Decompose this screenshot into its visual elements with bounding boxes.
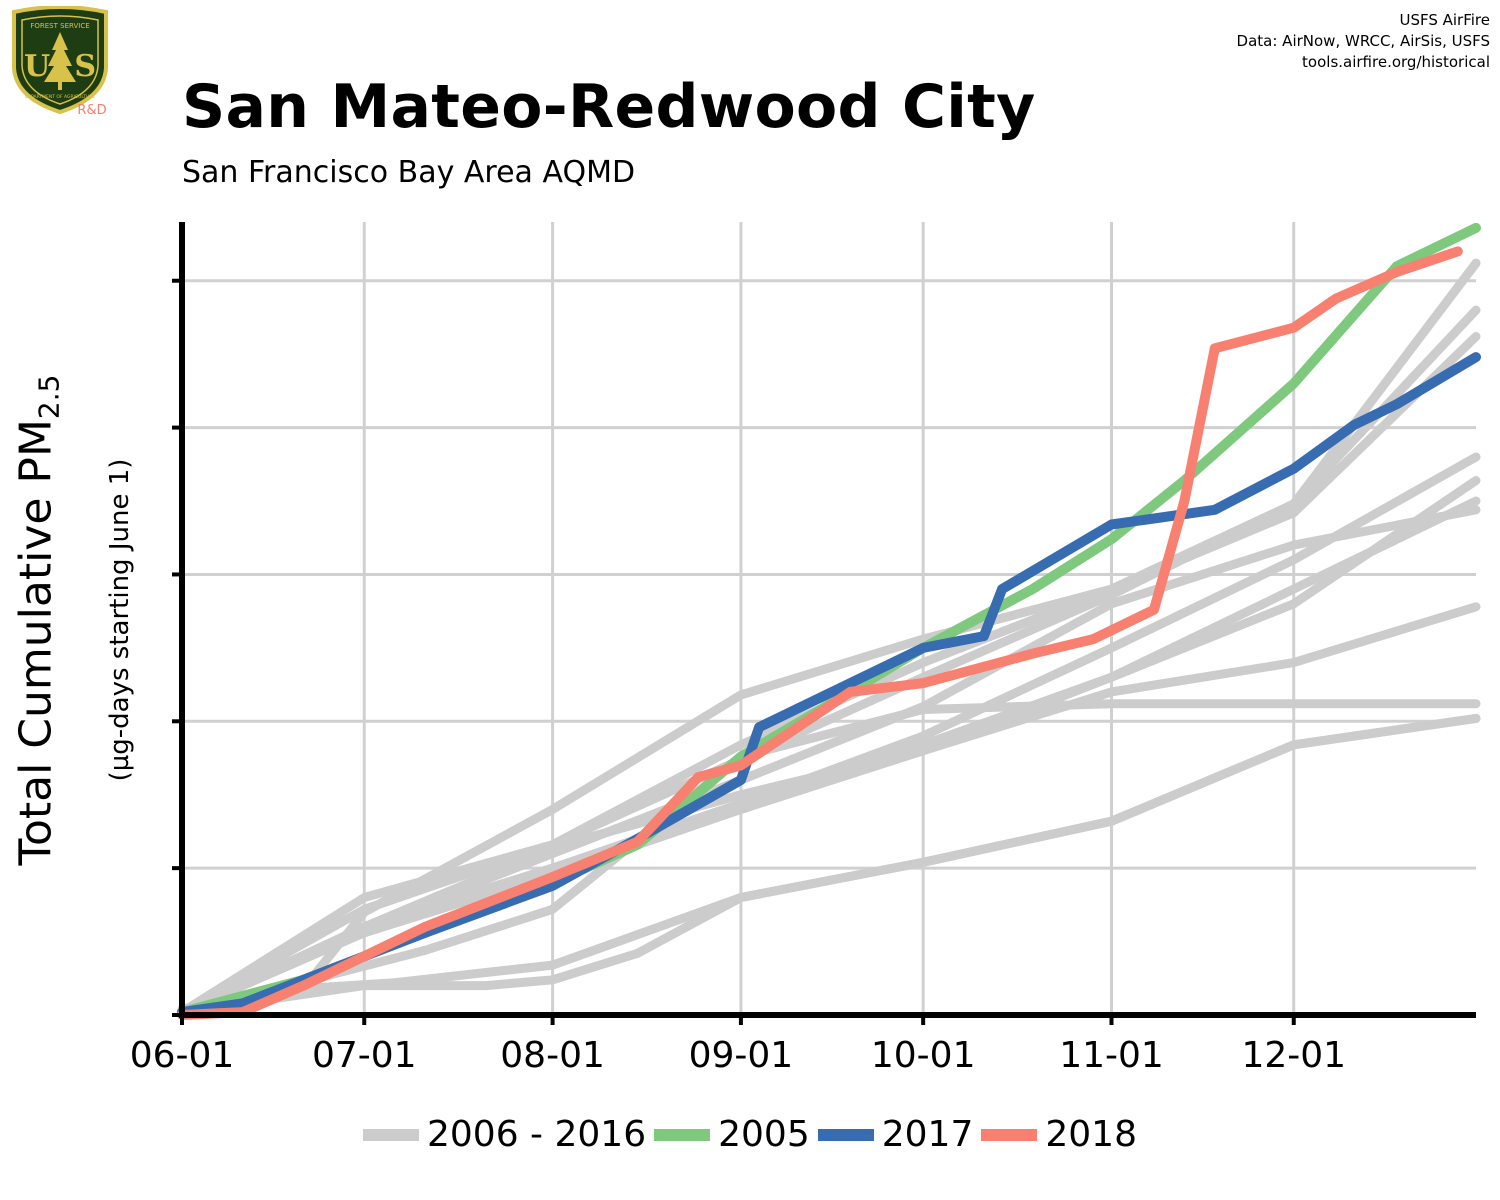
series-line-2006-2016	[177, 713, 1481, 1017]
series-line-2006-2016	[177, 476, 1481, 1017]
forest-service-logo: U S FOREST SERVICE DEPARTMENT OF AGRICUL…	[12, 6, 108, 118]
legend-item: 2018	[981, 1114, 1137, 1155]
legend-swatch-history	[363, 1128, 419, 1141]
series-line-2017	[177, 352, 1481, 1018]
series-line-2018	[177, 246, 1463, 1020]
chart-subtitle: San Francisco Bay Area AQMD	[182, 155, 636, 190]
x-tick-label: 12-01	[1241, 1035, 1346, 1076]
legend-label: 2006 - 2016	[427, 1114, 647, 1155]
logo-bottom-text: DEPARTMENT OF AGRICULTURE	[25, 94, 96, 100]
x-tick-label: 10-01	[871, 1035, 976, 1076]
credit-line: USFS AirFire	[1399, 11, 1490, 29]
legend-swatch-2017	[817, 1128, 874, 1141]
credit-line: tools.airfire.org/historical	[1302, 53, 1490, 71]
series-line-2006-2016	[177, 505, 1481, 1017]
series-line-2006-2016	[177, 496, 1481, 1017]
chart-title: San Mateo-Redwood City	[182, 72, 1036, 142]
credits: USFS AirFire Data: AirNow, WRCC, AirSis,…	[1237, 10, 1490, 73]
legend-swatch-2005	[654, 1128, 711, 1141]
legend-label: 2017	[881, 1114, 974, 1155]
legend-item: 2005	[654, 1114, 810, 1155]
credit-line: Data: AirNow, WRCC, AirSis, USFS	[1236, 32, 1490, 50]
legend-label: 2005	[718, 1114, 810, 1155]
logo-letters: U S	[24, 49, 96, 84]
legend-label: 2018	[1045, 1114, 1137, 1155]
logo-rd-tag: R&D	[77, 103, 106, 118]
x-tick-label: 08-01	[500, 1035, 605, 1076]
logo-top-text: FOREST SERVICE	[30, 22, 89, 30]
x-tick-label: 07-01	[312, 1035, 417, 1076]
x-tick-label: 09-01	[689, 1035, 794, 1076]
legend-item: 2006 - 2016	[363, 1114, 646, 1155]
legend: 2006 - 2016 2005 2017 2018	[0, 1114, 1500, 1155]
x-tick-label: 06-01	[130, 1035, 235, 1076]
series-line-2006-2016	[177, 332, 1481, 1017]
legend-swatch-2018	[981, 1128, 1038, 1141]
series-line-2006-2016	[177, 258, 1481, 1017]
legend-item: 2017	[817, 1114, 974, 1155]
x-tick-label: 11-01	[1059, 1035, 1164, 1076]
